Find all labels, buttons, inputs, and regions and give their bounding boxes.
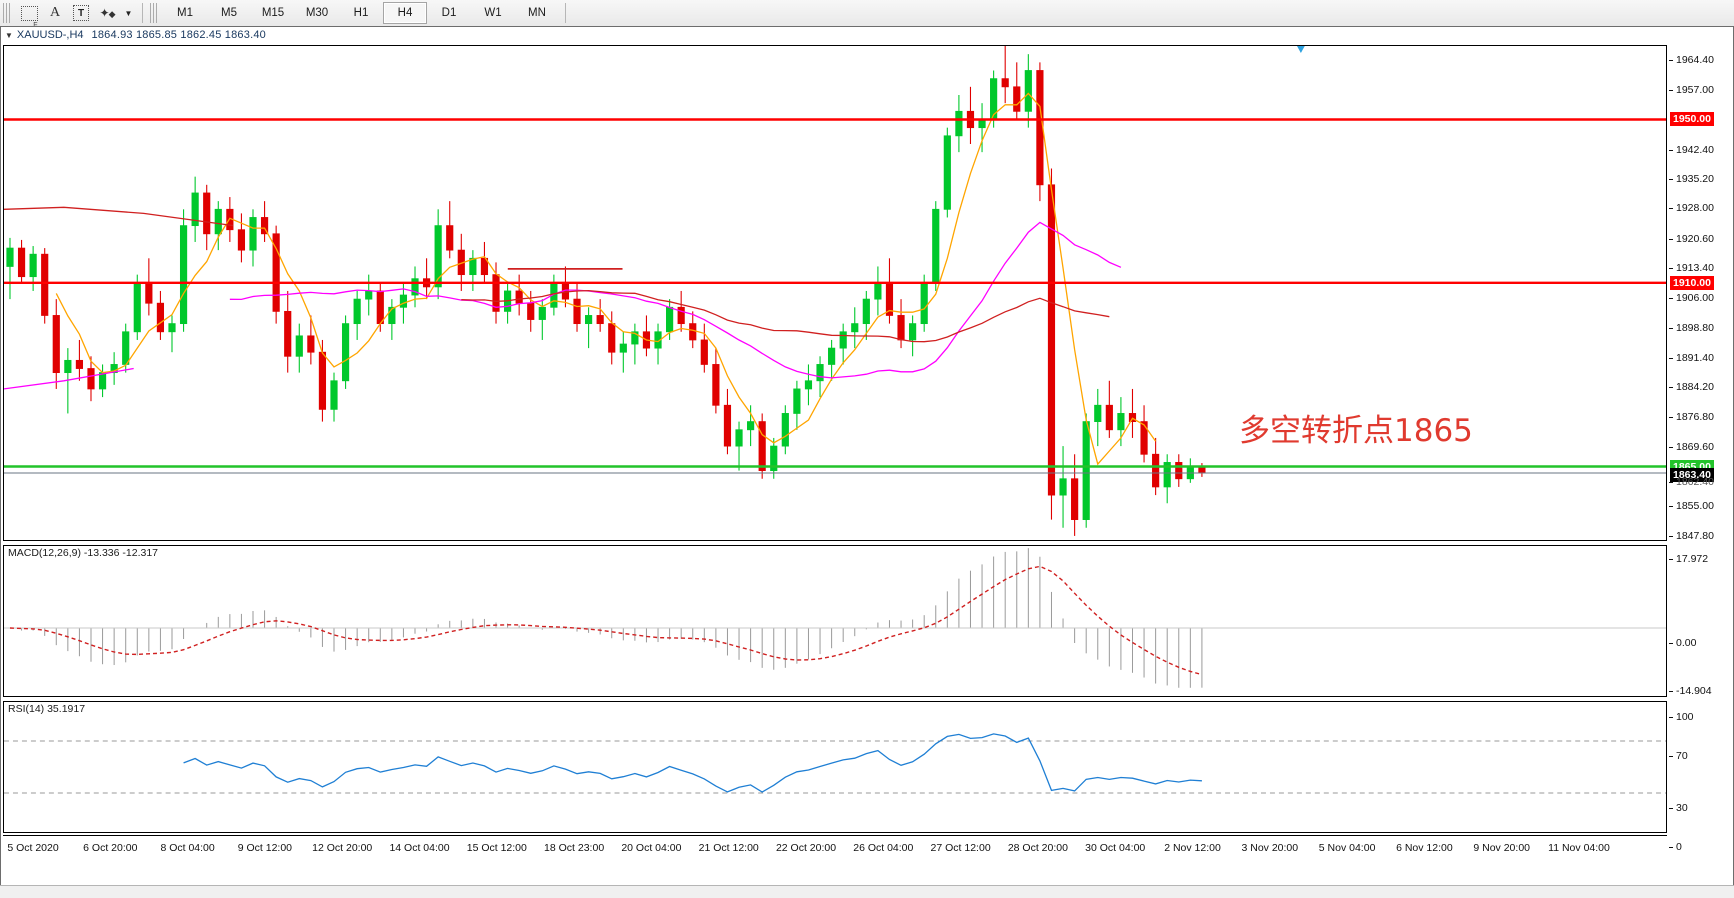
timeframe-m30[interactable]: M30 bbox=[305, 7, 329, 19]
timeframe-m5[interactable]: M5 bbox=[221, 7, 237, 19]
rsi-plot bbox=[4, 733, 1666, 794]
price-tick: 1869.60 bbox=[1669, 441, 1714, 453]
timeframe-drag-handle[interactable] bbox=[150, 3, 158, 23]
price-pane[interactable] bbox=[3, 45, 1667, 541]
price-level-tag-1910: 1910.00 bbox=[1670, 275, 1714, 290]
price-scale-column[interactable]: 1964.40 1957.00 1942.40 1935.20 1928.00 1920.… bbox=[1669, 43, 1733, 897]
macd-label: MACD(12,26,9) -13.336 -12.317 bbox=[8, 547, 158, 559]
time-tick: 20 Oct 04:00 bbox=[621, 842, 682, 854]
time-tick: 21 Oct 12:00 bbox=[698, 842, 759, 854]
timeframe-w1[interactable]: W1 bbox=[484, 7, 502, 19]
price-axis: 1964.40 1957.00 1942.40 1935.20 1928.00 1920.… bbox=[1669, 43, 1733, 557]
price-tick: 1957.00 bbox=[1669, 84, 1714, 96]
macd-plot bbox=[4, 548, 1666, 688]
price-tick: 1942.40 bbox=[1669, 144, 1714, 156]
price-tick: 1862.40 bbox=[1669, 477, 1714, 488]
macd-tick: -14.904 bbox=[1669, 686, 1712, 697]
text-box-icon[interactable]: T bbox=[68, 1, 94, 25]
price-level-tag-1950: 1950.00 bbox=[1670, 112, 1714, 127]
chevron-down-icon[interactable]: ▼ bbox=[124, 8, 133, 18]
time-tick: 11 Nov 04:00 bbox=[1548, 842, 1610, 854]
timeframe-h4[interactable]: H4 bbox=[383, 2, 427, 24]
time-tick: 9 Nov 20:00 bbox=[1473, 842, 1530, 854]
time-tick: 2 Nov 12:00 bbox=[1164, 842, 1221, 854]
time-tick: 26 Oct 04:00 bbox=[853, 842, 914, 854]
time-tick: 28 Oct 20:00 bbox=[1007, 842, 1068, 854]
crosshair-grid-icon[interactable] bbox=[16, 1, 42, 29]
price-tick: 1935.20 bbox=[1669, 173, 1714, 185]
drawing-tools-group: A T ✦◆ ▼ bbox=[14, 0, 138, 29]
toolbar-divider-2 bbox=[565, 3, 566, 23]
price-tick: 1906.00 bbox=[1669, 293, 1714, 304]
time-tick: 5 Nov 04:00 bbox=[1318, 842, 1376, 854]
rsi-tick: 30 bbox=[1669, 803, 1688, 814]
ohlc-values: 1864.93 1865.85 1862.45 1863.40 bbox=[91, 29, 266, 41]
timeframe-d1[interactable]: D1 bbox=[441, 7, 457, 19]
objects-icon[interactable]: ✦◆ bbox=[99, 6, 116, 20]
macd-pane[interactable]: MACD(12,26,9) -13.336 -12.317 bbox=[3, 545, 1667, 697]
time-tick: 6 Oct 20:00 bbox=[83, 842, 138, 854]
time-tick: 5 Oct 2020 bbox=[7, 842, 59, 854]
collapse-icon[interactable]: ▼ bbox=[5, 30, 13, 40]
timeframe-mn[interactable]: MN bbox=[528, 7, 546, 19]
price-tick: 1898.80 bbox=[1669, 322, 1714, 334]
time-tick: 9 Oct 12:00 bbox=[237, 842, 293, 854]
time-tick: 6 Nov 12:00 bbox=[1396, 842, 1453, 854]
toolbar-drag-handle[interactable] bbox=[3, 3, 11, 23]
price-tick: 1884.20 bbox=[1669, 382, 1714, 393]
last-price-tag: 1863.40 bbox=[1670, 468, 1714, 483]
rsi-tick: 0 bbox=[1669, 842, 1682, 853]
timeframe-m15[interactable]: M15 bbox=[261, 7, 285, 19]
macd-tick: 0.00 bbox=[1669, 637, 1696, 649]
symbol-label[interactable]: XAUUSD-,H4 bbox=[16, 29, 84, 41]
rsi-tick: 100 bbox=[1669, 712, 1694, 723]
chart-window: ▼ XAUUSD-,H4 1864.93 1865.85 1862.45 186… bbox=[0, 26, 1734, 898]
price-tick: 1928.00 bbox=[1669, 203, 1714, 214]
time-tick: 15 Oct 12:00 bbox=[466, 842, 527, 854]
time-tick: 12 Oct 20:00 bbox=[312, 842, 373, 854]
rsi-label: RSI(14) 35.1917 bbox=[8, 703, 86, 715]
time-tick: 27 Oct 12:00 bbox=[930, 842, 991, 854]
time-tick: 30 Oct 04:00 bbox=[1085, 842, 1146, 854]
price-tick: 1876.80 bbox=[1669, 412, 1714, 423]
symbol-info-bar: ▼ XAUUSD-,H4 1864.93 1865.85 1862.45 186… bbox=[1, 27, 1733, 43]
rsi-pane[interactable]: RSI(14) 35.1917 bbox=[3, 701, 1667, 833]
timeframe-group: M1 M5 M15 M30 H1 H4 D1 W1 MN bbox=[161, 0, 561, 26]
time-tick: 3 Nov 20:00 bbox=[1241, 842, 1299, 854]
macd-tick: 17.972 bbox=[1669, 554, 1708, 565]
price-tick: 1847.80 bbox=[1669, 530, 1714, 542]
price-tick: 1855.00 bbox=[1669, 501, 1714, 512]
main-toolbar: A T ✦◆ ▼ M1 M5 M15 M30 H1 H4 D1 W1 MN bbox=[0, 0, 1734, 29]
timeframe-h1[interactable]: H1 bbox=[353, 7, 369, 19]
chart-annotation[interactable]: 多空转折点1865 bbox=[1239, 413, 1473, 449]
price-tick: 1913.40 bbox=[1669, 262, 1714, 274]
time-tick: 8 Oct 04:00 bbox=[160, 842, 215, 854]
price-tick: 1920.60 bbox=[1669, 233, 1714, 245]
status-bar bbox=[0, 885, 1734, 898]
time-axis[interactable]: 5 Oct 2020 6 Oct 20:00 8 Oct 04:00 9 Oct 12… bbox=[3, 835, 1667, 864]
rsi-axis: 100 70 30 0 bbox=[1669, 701, 1733, 853]
price-tick: 1964.40 bbox=[1669, 54, 1714, 66]
time-tick: 18 Oct 23:00 bbox=[544, 842, 605, 854]
timeframe-m1[interactable]: M1 bbox=[177, 7, 193, 19]
toolbar-divider bbox=[142, 3, 143, 23]
time-tick: 22 Oct 20:00 bbox=[775, 842, 837, 854]
time-tick: 14 Oct 04:00 bbox=[389, 842, 450, 854]
price-plot bbox=[4, 46, 1666, 536]
macd-axis: 17.972 0.00 -14.904 bbox=[1669, 545, 1733, 697]
price-tick: 1891.40 bbox=[1669, 352, 1714, 364]
rsi-tick: 70 bbox=[1669, 751, 1688, 762]
text-label-icon[interactable]: A bbox=[49, 5, 61, 20]
